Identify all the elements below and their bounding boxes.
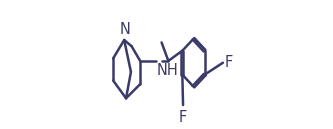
Text: N: N (119, 22, 130, 37)
Text: F: F (224, 55, 232, 70)
Text: F: F (179, 110, 187, 125)
Text: NH: NH (157, 63, 178, 78)
